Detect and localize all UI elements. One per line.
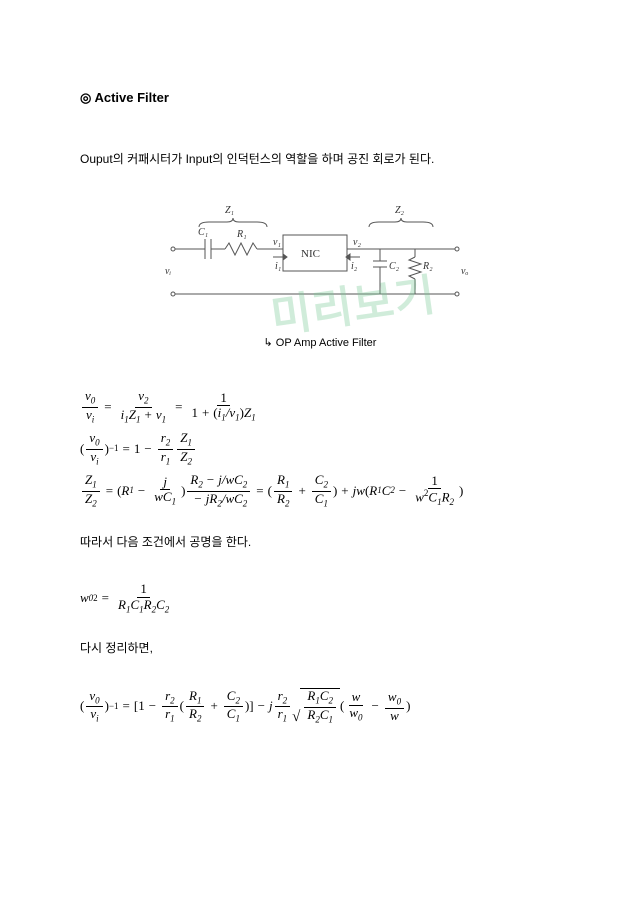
page-title: ◎ Active Filter (80, 90, 560, 106)
equation-block-2: w02 = 1R1C1R2C2 (80, 582, 560, 615)
label-v2: v₂ (353, 237, 361, 248)
label-nic: NIC (301, 248, 320, 260)
equation-2: ( v0vi )−1 = 1 − r2r1 Z1Z2 (80, 431, 560, 467)
label-r2: R₂ (422, 261, 433, 272)
label-c1: C₁ (198, 227, 208, 238)
paragraph-2: 따라서 다음 조건에서 공명을 한다. (80, 533, 560, 552)
label-vi: vᵢ (165, 266, 171, 277)
label-r1: R₁ (236, 229, 247, 240)
paragraph-3: 다시 정리하면, (80, 639, 560, 658)
label-c2: C₂ (389, 261, 400, 272)
label-z2: Z₂ (395, 205, 405, 216)
label-i2: i₂ (351, 261, 358, 272)
equation-3: Z1Z2 = (R1− jwC1 ) R2−j/wC2−jR2/wC2 = ( … (80, 473, 560, 509)
intro-paragraph: Ouput의 커패시터가 Input의 인덕턴스의 역할을 하며 공진 회로가 … (80, 150, 560, 169)
circuit-diagram: Z₁ Z₂ C₁ R₁ C₂ R₂ vᵢ v₁ v₂ vₒ i₁ i₂ NIC (80, 199, 560, 322)
equation-block-1: v0vi = v2i1Z1+v1 = 11+(i1/v1)Z1 ( v0vi )… (80, 389, 560, 509)
label-v1: v₁ (273, 237, 281, 248)
label-z1: Z₁ (225, 205, 234, 216)
equation-1: v0vi = v2i1Z1+v1 = 11+(i1/v1)Z1 (80, 389, 560, 425)
equation-4: w02 = 1R1C1R2C2 (80, 582, 560, 615)
equation-block-3: ( v0vi )−1 = [1 − r2r1 ( R1R2 + C2C1 )] … (80, 688, 560, 725)
diagram-caption: ↳ OP Amp Active Filter (80, 336, 560, 349)
label-i1: i₁ (275, 261, 281, 272)
equation-5: ( v0vi )−1 = [1 − r2r1 ( R1R2 + C2C1 )] … (80, 688, 560, 725)
label-vo: vₒ (461, 266, 468, 277)
